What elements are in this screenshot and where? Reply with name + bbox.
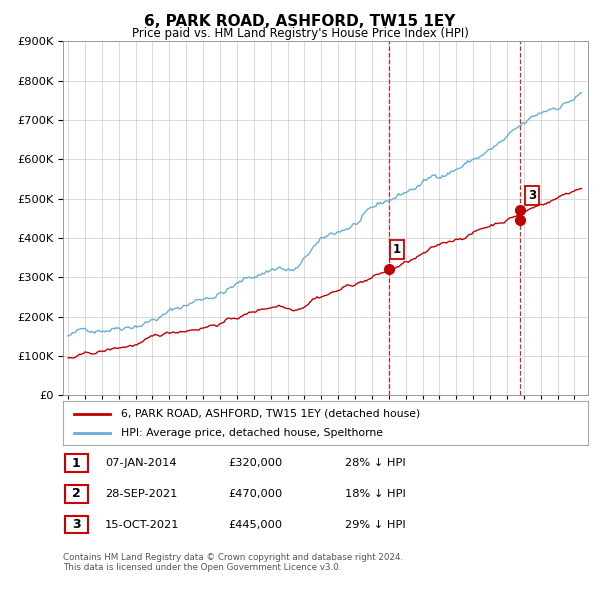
Text: 29% ↓ HPI: 29% ↓ HPI xyxy=(345,520,406,529)
Text: £445,000: £445,000 xyxy=(228,520,282,529)
Text: This data is licensed under the Open Government Licence v3.0.: This data is licensed under the Open Gov… xyxy=(63,563,341,572)
Text: 1: 1 xyxy=(392,243,401,256)
Text: 6, PARK ROAD, ASHFORD, TW15 1EY: 6, PARK ROAD, ASHFORD, TW15 1EY xyxy=(145,14,455,28)
Text: 3: 3 xyxy=(72,518,80,531)
Text: 1: 1 xyxy=(72,457,80,470)
Text: 28% ↓ HPI: 28% ↓ HPI xyxy=(345,458,406,468)
Text: 3: 3 xyxy=(528,189,536,202)
Text: £320,000: £320,000 xyxy=(228,458,282,468)
Text: HPI: Average price, detached house, Spelthorne: HPI: Average price, detached house, Spel… xyxy=(121,428,383,438)
Text: 15-OCT-2021: 15-OCT-2021 xyxy=(105,520,179,529)
Text: 28-SEP-2021: 28-SEP-2021 xyxy=(105,489,178,499)
Text: 07-JAN-2014: 07-JAN-2014 xyxy=(105,458,176,468)
Text: £470,000: £470,000 xyxy=(228,489,282,499)
Text: 6, PARK ROAD, ASHFORD, TW15 1EY (detached house): 6, PARK ROAD, ASHFORD, TW15 1EY (detache… xyxy=(121,409,420,418)
Text: Price paid vs. HM Land Registry's House Price Index (HPI): Price paid vs. HM Land Registry's House … xyxy=(131,27,469,40)
Text: Contains HM Land Registry data © Crown copyright and database right 2024.: Contains HM Land Registry data © Crown c… xyxy=(63,553,403,562)
Text: 2: 2 xyxy=(72,487,80,500)
Text: 18% ↓ HPI: 18% ↓ HPI xyxy=(345,489,406,499)
